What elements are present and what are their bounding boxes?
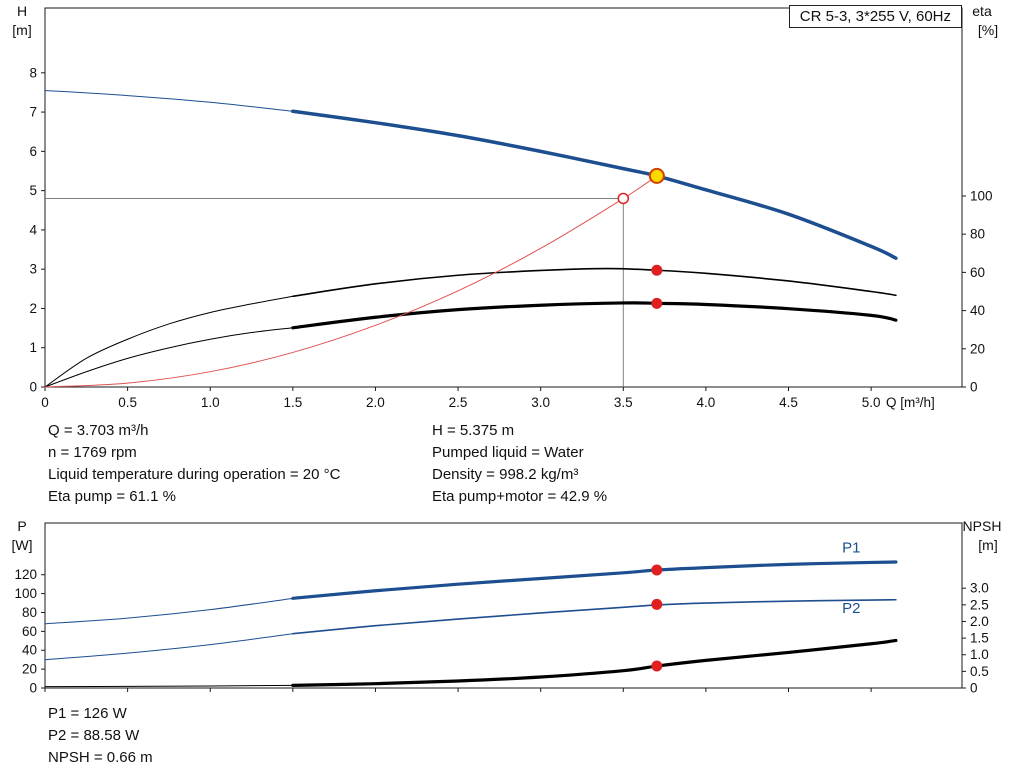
p2-curve-label: P2 (842, 600, 860, 617)
y-left-tick-label: 60 (22, 624, 37, 639)
result-flow: Q = 3.703 m³/h (48, 422, 149, 439)
y-left-tick-label: 7 (29, 105, 37, 120)
x-axis-label: Q [m³/h] (886, 395, 935, 410)
result-eta-pump-motor: Eta pump+motor = 42.9 % (432, 488, 608, 505)
eta-pump-motor-point[interactable] (651, 297, 663, 309)
requested-duty-point[interactable] (617, 192, 630, 205)
y-left-axis-unit: [m] (12, 22, 31, 38)
y-left-tick-label: 20 (22, 662, 37, 677)
result-liquid-temperature: Liquid temperature during operation = 20… (48, 466, 341, 483)
y-left-tick-label: 3 (29, 262, 37, 277)
result-npsh: NPSH = 0.66 m (48, 749, 153, 766)
y-right-tick-label: 0.5 (970, 664, 989, 679)
npsh-curve[interactable] (291, 638, 898, 687)
p1-curve-label: P1 (842, 539, 860, 556)
x-tick-label: 2.5 (449, 395, 468, 410)
y-right-tick-label: 40 (970, 303, 985, 318)
y-right-axis-name: eta (972, 3, 992, 19)
y-right-tick-label: 2.0 (970, 614, 989, 629)
result-pumped-liquid: Pumped liquid = Water (432, 444, 584, 461)
y-right-tick-label: 60 (970, 265, 985, 280)
eta-pump-motor-curve[interactable] (291, 301, 898, 330)
duty-point[interactable] (648, 167, 665, 184)
y-right-tick-label: 2.5 (970, 597, 989, 612)
x-tick-label: 1.0 (201, 395, 220, 410)
head-curve-lead (44, 89, 293, 112)
y-right-axis-name: NPSH (963, 518, 1002, 534)
result-eta-pump: Eta pump = 61.1 % (48, 488, 176, 505)
y-right-tick-label: 3.0 (970, 581, 989, 596)
y-left-tick-label: 1 (29, 340, 37, 355)
y-right-tick-label: 0 (970, 681, 978, 696)
power-results: P1 = 126 W P2 = 88.58 W NPSH = 0.66 m (48, 703, 153, 769)
duty-results-right: H = 5.375 m Pumped liquid = Water Densit… (432, 420, 607, 508)
y-right-tick-label: 1.5 (970, 631, 989, 646)
p1-point[interactable] (651, 564, 663, 576)
eta-pump-curve-lead (44, 295, 293, 388)
system-curve[interactable] (44, 175, 658, 388)
y-left-axis-unit: [W] (12, 537, 33, 553)
result-head: H = 5.375 m (432, 422, 515, 439)
npsh-point[interactable] (651, 660, 663, 672)
eta-pump-point[interactable] (651, 264, 663, 276)
y-left-tick-label: 0 (29, 681, 37, 696)
y-left-tick-label: 40 (22, 643, 37, 658)
p2-point[interactable] (651, 598, 663, 610)
x-tick-label: 3.0 (531, 395, 550, 410)
y-left-tick-label: 0 (29, 380, 37, 395)
result-p1: P1 = 126 W (48, 705, 127, 722)
result-p2: P2 = 88.58 W (48, 727, 140, 744)
power-npsh-chart[interactable]: 0 20 40 60 80 100 120 0 0.5 1.01.5 2.0 2.53.0 P [W] NP… (0, 515, 1024, 710)
p1-curve[interactable] (291, 560, 898, 600)
y-right-tick-label: 20 (970, 341, 985, 356)
duty-results-left: Q = 3.703 m³/h n = 1769 rpm Liquid tempe… (48, 420, 340, 508)
performance-chart[interactable]: 0 0.5 1.0 1.5 2.0 2.5 3.0 3.5 4.0 4.5 5.0 Q [m³/h] 0… (0, 0, 1024, 415)
p2-curve[interactable] (292, 598, 897, 635)
x-tick-label: 0 (41, 395, 49, 410)
x-tick-label: 2.0 (366, 395, 385, 410)
y-left-tick-label: 2 (29, 301, 37, 316)
y-right-tick-label: 0 (970, 380, 978, 395)
y-right-tick-label: 100 (970, 188, 993, 203)
npsh-curve-lead (44, 684, 293, 688)
y-right-axis-unit: [m] (978, 537, 997, 553)
y-left-axis-name: H (17, 3, 27, 19)
y-left-tick-label: 100 (14, 586, 37, 601)
pump-model-label: CR 5-3, 3*255 V, 60Hz (788, 5, 962, 28)
y-left-tick-label: 120 (14, 567, 37, 582)
p2-curve-lead (44, 633, 293, 661)
plot-frame (44, 522, 963, 689)
y-left-tick-label: 8 (29, 65, 37, 80)
y-left-tick-label: 5 (29, 183, 37, 198)
x-tick-label: 1.5 (283, 395, 302, 410)
result-density: Density = 998.2 kg/m³ (432, 466, 579, 483)
p1-curve-lead (44, 597, 293, 625)
x-tick-label: 5.0 (862, 395, 881, 410)
x-tick-label: 4.5 (779, 395, 798, 410)
result-speed: n = 1769 rpm (48, 444, 137, 461)
y-left-tick-label: 6 (29, 144, 37, 159)
y-left-tick-label: 4 (29, 222, 37, 237)
x-tick-label: 4.0 (697, 395, 716, 410)
y-right-axis-unit: [%] (978, 22, 998, 38)
x-tick-label: 3.5 (614, 395, 633, 410)
eta-pump-curve[interactable] (292, 267, 897, 298)
x-tick-label: 0.5 (118, 395, 137, 410)
head-curve[interactable] (291, 109, 898, 260)
y-right-tick-label: 1.0 (970, 647, 989, 662)
eta-pump-motor-curve-lead (44, 327, 293, 388)
y-left-axis-name: P (17, 518, 26, 534)
y-left-tick-label: 80 (22, 605, 37, 620)
plot-frame (44, 7, 963, 388)
y-right-tick-label: 80 (970, 227, 985, 242)
